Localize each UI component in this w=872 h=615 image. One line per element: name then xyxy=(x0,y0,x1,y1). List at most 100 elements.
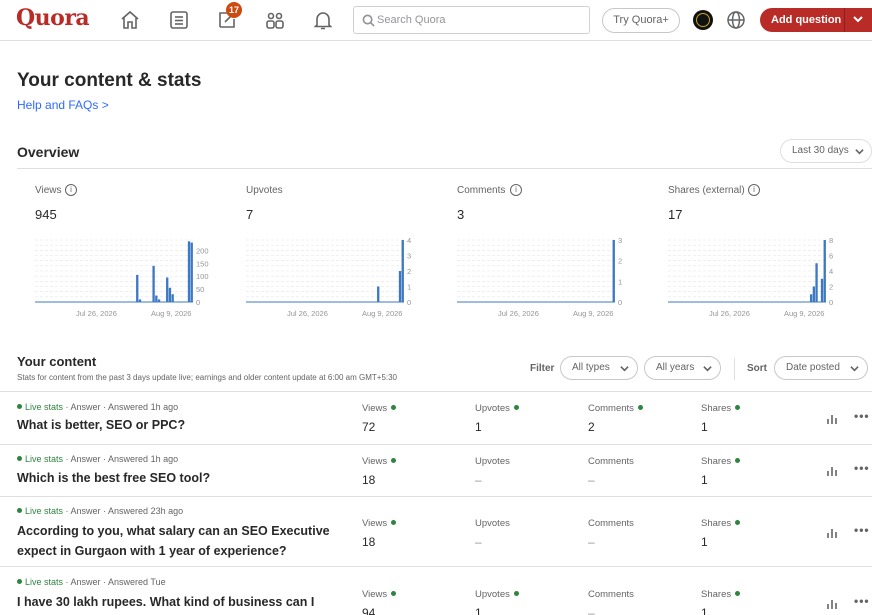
y-tick-label: 4 xyxy=(829,267,833,276)
y-tick-label: 8 xyxy=(829,236,833,245)
y-tick-label: 1 xyxy=(618,277,622,286)
comments-cell: Comments 2 xyxy=(588,403,688,434)
chart-bar xyxy=(157,299,161,302)
divider xyxy=(0,391,872,392)
upvotes-cell: Upvotes – xyxy=(475,456,510,487)
shares-cell: Shares 1 xyxy=(701,589,801,615)
search-input[interactable] xyxy=(377,11,582,29)
stat-label: Upvotes xyxy=(246,185,283,196)
bar-chart-icon[interactable] xyxy=(826,597,838,609)
live-stats-label: Live stats xyxy=(25,577,64,587)
bar-chart-icon[interactable] xyxy=(826,412,838,424)
following-feed-icon[interactable] xyxy=(167,8,191,32)
row-meta: Live stats · Answer · Answered 23h ago xyxy=(17,506,183,516)
views-cell: Views 18 xyxy=(362,456,462,487)
y-tick-label: 200 xyxy=(196,246,209,255)
search-box[interactable] xyxy=(353,6,590,34)
row-meta: Live stats · Answer · Answered 1h ago xyxy=(17,402,178,412)
year-filter-select[interactable]: All years xyxy=(644,356,721,380)
answer-meta: · Answer · Answered 1h ago xyxy=(63,454,179,464)
sort-select[interactable]: Date posted xyxy=(774,356,868,380)
x-tick-label: Jul 26, 2026 xyxy=(76,309,117,318)
type-filter-value: All types xyxy=(572,362,610,373)
comments-chart: 0 1 2 3 Jul 26, 2026 Aug 9, 2026 xyxy=(457,236,622,318)
info-icon[interactable]: i xyxy=(510,184,522,196)
stat-value: 17 xyxy=(668,207,683,222)
more-options-icon[interactable]: ••• xyxy=(854,461,870,475)
page-title: Your content & stats xyxy=(17,70,202,91)
help-faq-link[interactable]: Help and FAQs > xyxy=(17,98,109,112)
quora-logo[interactable]: Quora xyxy=(16,5,90,31)
content-row[interactable]: Live stats · Answer · Answered Tue I hav… xyxy=(0,568,872,615)
live-stats-label: Live stats xyxy=(25,506,64,516)
views-cell: Views 72 xyxy=(362,403,462,434)
x-tick-label: Aug 9, 2026 xyxy=(784,309,824,318)
user-avatar[interactable] xyxy=(693,10,713,30)
chevron-down-icon xyxy=(703,366,712,372)
bar-chart-icon[interactable] xyxy=(826,464,838,476)
chart-bar xyxy=(820,278,824,302)
chart-bar xyxy=(171,294,174,302)
chevron-down-icon xyxy=(620,366,629,372)
chart-bar xyxy=(812,286,816,302)
question-title[interactable]: According to you, what salary can an SEO… xyxy=(17,524,330,558)
chevron-down-icon xyxy=(850,366,859,372)
views-cell: Views 94 xyxy=(362,589,462,615)
info-icon[interactable]: i xyxy=(65,184,77,196)
home-icon[interactable] xyxy=(118,8,142,32)
more-options-icon[interactable]: ••• xyxy=(854,409,870,423)
y-tick-label: 4 xyxy=(407,236,411,245)
stat-comments: Comments i 3 0 1 2 3 Jul 26, 2026 Aug 9, 2026 xyxy=(457,184,657,324)
upvotes-chart: 0 1 2 3 4 Jul 26, 2026 Aug 9, 2026 xyxy=(246,236,411,318)
info-icon[interactable]: i xyxy=(748,184,760,196)
y-tick-label: 150 xyxy=(196,259,209,268)
upvotes-cell: Upvotes 1 xyxy=(475,403,575,434)
shares-cell: Shares 1 xyxy=(701,518,801,549)
chart-bar xyxy=(166,277,169,302)
search-icon xyxy=(362,14,375,27)
filter-label: Filter xyxy=(530,363,555,374)
y-tick-label: 6 xyxy=(829,252,833,261)
language-globe-icon[interactable] xyxy=(726,10,746,30)
content-row[interactable]: Live stats · Answer · Answered 23h ago A… xyxy=(0,497,872,567)
question-title[interactable]: Which is the best free SEO tool? xyxy=(17,471,211,485)
more-options-icon[interactable]: ••• xyxy=(854,523,870,537)
content-row[interactable]: Live stats · Answer · Answered 1h ago Wh… xyxy=(0,445,872,497)
try-quora-plus-button[interactable]: Try Quora+ xyxy=(602,8,680,33)
x-tick-label: Aug 9, 2026 xyxy=(362,309,402,318)
chart-bar xyxy=(377,286,380,302)
top-navigation-bar: Quora 17 Try Quora+ Add question xyxy=(0,0,872,41)
chevron-down-icon[interactable] xyxy=(852,13,864,25)
your-content-subtitle: Stats for content from the past 3 days u… xyxy=(17,373,398,382)
chart-bar xyxy=(152,265,155,302)
y-tick-label: 3 xyxy=(407,252,411,261)
comments-cell: Comments – xyxy=(588,518,634,549)
date-range-select[interactable]: Last 30 days xyxy=(780,139,872,163)
question-title[interactable]: What is better, SEO or PPC? xyxy=(17,418,186,432)
notifications-bell-icon[interactable] xyxy=(311,8,335,32)
y-tick-label: 0 xyxy=(618,298,622,307)
x-tick-label: Jul 26, 2026 xyxy=(709,309,750,318)
y-tick-label: 2 xyxy=(618,257,622,266)
chart-bar xyxy=(398,271,402,302)
year-filter-value: All years xyxy=(656,362,695,373)
type-filter-select[interactable]: All types xyxy=(560,356,638,380)
y-tick-label: 50 xyxy=(196,285,204,294)
stat-shares: Shares (external) i 17 0 2 4 6 8 Jul 26, 2026… xyxy=(668,184,868,324)
spaces-icon[interactable] xyxy=(263,8,287,32)
views-cell: Views 18 xyxy=(362,518,462,549)
y-tick-label: 100 xyxy=(196,272,209,281)
more-options-icon[interactable]: ••• xyxy=(854,594,870,608)
notification-count-badge: 17 xyxy=(226,2,242,18)
date-range-value: Last 30 days xyxy=(792,145,849,156)
chart-bar xyxy=(815,263,818,302)
stat-value: 3 xyxy=(457,207,465,222)
bar-chart-icon[interactable] xyxy=(826,526,838,538)
content-row[interactable]: Live stats · Answer · Answered 1h ago Wh… xyxy=(0,392,872,445)
upvotes-cell: Upvotes 1 xyxy=(475,589,575,615)
chevron-down-icon xyxy=(855,149,864,155)
question-title[interactable]: I have 30 lakh rupees. What kind of busi… xyxy=(17,595,315,609)
chart-bar xyxy=(155,295,158,302)
x-tick-label: Aug 9, 2026 xyxy=(151,309,191,318)
add-question-button[interactable]: Add question xyxy=(760,8,872,32)
